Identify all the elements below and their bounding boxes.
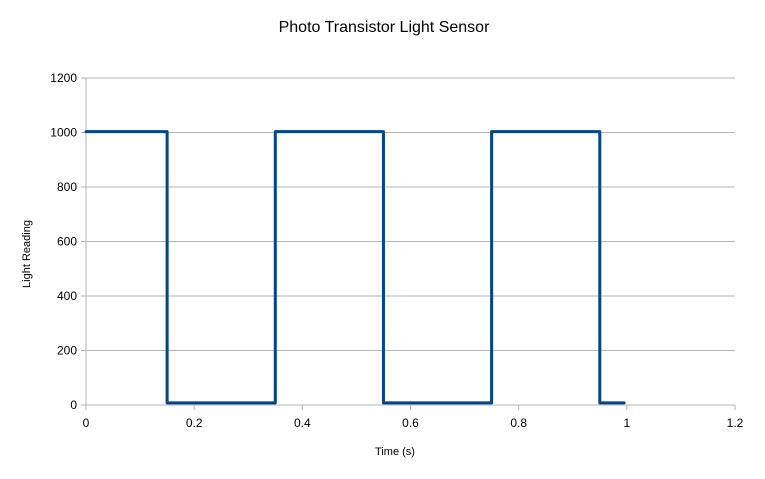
- chart-title: Photo Transistor Light Sensor: [279, 19, 490, 36]
- y-tick-label: 1200: [50, 71, 77, 85]
- y-tick-label: 200: [57, 344, 77, 358]
- x-axis-title: Time (s): [375, 446, 415, 458]
- x-tick-label: 1.2: [727, 416, 744, 430]
- x-tick-label: 0: [83, 416, 90, 430]
- series-line: [84, 130, 626, 405]
- grid: [86, 77, 735, 406]
- y-tick-label: 1000: [50, 126, 77, 140]
- x-tick-label: 1: [623, 416, 630, 430]
- x-tick-label: 0.6: [402, 416, 419, 430]
- axes: [81, 77, 736, 410]
- x-tick-label: 0.8: [510, 416, 527, 430]
- x-tick-label: 0.2: [186, 416, 203, 430]
- series-layer: [84, 130, 626, 405]
- tick-labels: 0 200 400 600 800 1000 1200 0 0.2 0.4 0.6 0.8 1 1.2: [50, 71, 743, 430]
- y-tick-label: 0: [70, 398, 77, 412]
- x-tick-label: 0.4: [294, 416, 311, 430]
- y-axis-title: Light Reading: [21, 220, 33, 288]
- y-tick-label: 400: [57, 289, 77, 303]
- y-tick-label: 800: [57, 180, 77, 194]
- y-tick-label: 600: [57, 235, 77, 249]
